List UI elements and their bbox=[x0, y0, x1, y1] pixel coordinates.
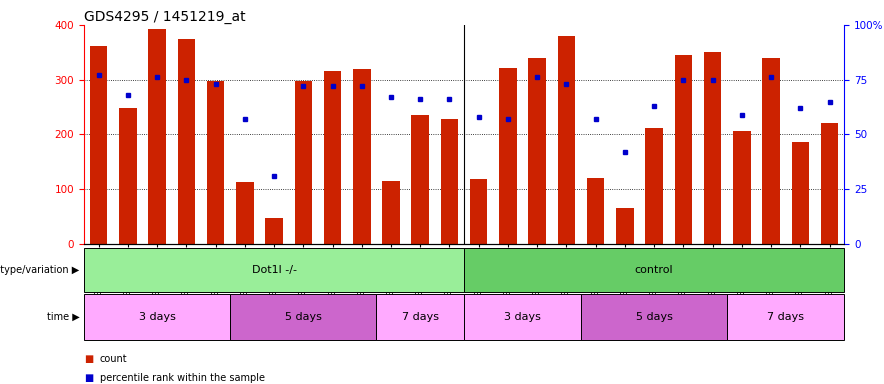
Bar bbox=[230, 294, 377, 340]
Bar bbox=[733, 131, 751, 244]
Bar bbox=[581, 294, 728, 340]
Text: 3 days: 3 days bbox=[139, 312, 176, 322]
Bar bbox=[821, 124, 838, 244]
Text: time ▶: time ▶ bbox=[47, 312, 80, 322]
Text: genotype/variation ▶: genotype/variation ▶ bbox=[0, 265, 80, 275]
Text: 5 days: 5 days bbox=[285, 312, 322, 322]
Bar bbox=[616, 208, 634, 244]
Bar bbox=[84, 248, 464, 292]
Text: GDS4295 / 1451219_at: GDS4295 / 1451219_at bbox=[84, 10, 246, 24]
Bar bbox=[499, 68, 517, 244]
Bar bbox=[704, 52, 721, 244]
Bar bbox=[207, 81, 225, 244]
Text: Dot1l -/-: Dot1l -/- bbox=[252, 265, 296, 275]
Bar bbox=[324, 71, 341, 244]
Bar bbox=[382, 182, 400, 244]
Bar bbox=[294, 81, 312, 244]
Bar bbox=[90, 46, 107, 244]
Bar bbox=[441, 119, 458, 244]
Bar bbox=[728, 294, 844, 340]
Bar bbox=[265, 218, 283, 244]
Text: 5 days: 5 days bbox=[636, 312, 673, 322]
Text: percentile rank within the sample: percentile rank within the sample bbox=[100, 373, 265, 383]
Bar bbox=[377, 294, 464, 340]
Text: 7 days: 7 days bbox=[401, 312, 438, 322]
Bar bbox=[464, 248, 844, 292]
Bar bbox=[411, 115, 429, 244]
Bar bbox=[178, 39, 195, 244]
Bar bbox=[558, 36, 575, 244]
Text: count: count bbox=[100, 354, 127, 364]
Bar bbox=[236, 182, 254, 244]
Text: ■: ■ bbox=[84, 354, 93, 364]
Bar bbox=[84, 294, 230, 340]
Text: control: control bbox=[635, 265, 674, 275]
Bar bbox=[674, 55, 692, 244]
Bar bbox=[791, 142, 809, 244]
Bar bbox=[470, 179, 487, 244]
Bar bbox=[587, 178, 605, 244]
Bar bbox=[645, 128, 663, 244]
Text: 7 days: 7 days bbox=[767, 312, 804, 322]
Bar bbox=[353, 69, 370, 244]
Bar bbox=[762, 58, 780, 244]
Text: 3 days: 3 days bbox=[504, 312, 541, 322]
Bar bbox=[529, 58, 546, 244]
Bar bbox=[119, 108, 137, 244]
Text: ■: ■ bbox=[84, 373, 93, 383]
Bar bbox=[464, 294, 581, 340]
Bar bbox=[149, 29, 166, 244]
